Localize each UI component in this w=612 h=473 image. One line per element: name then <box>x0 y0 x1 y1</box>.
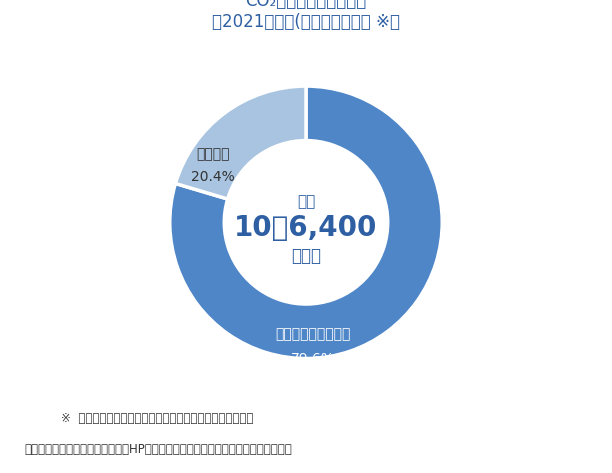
Text: 10億6,400: 10億6,400 <box>234 214 378 242</box>
Text: 20.4%: 20.4% <box>192 170 235 184</box>
Text: 万トン: 万トン <box>291 247 321 265</box>
Text: 79.6%: 79.6% <box>291 351 335 366</box>
Wedge shape <box>170 86 442 359</box>
Wedge shape <box>176 86 306 199</box>
Text: ※  発電や熱の生産に伴う排出量を、消費者に按分した値。: ※ 発電や熱の生産に伴う排出量を、消費者に按分した値。 <box>61 412 253 425</box>
Text: 企業・公共部門関連: 企業・公共部門関連 <box>275 327 351 341</box>
Title: CO₂排出量の部門別内訳
（2021年度）(電気・熱配分後 ※）: CO₂排出量の部門別内訳 （2021年度）(電気・熱配分後 ※） <box>212 0 400 31</box>
Text: 合計: 合計 <box>297 194 315 210</box>
Text: 出所：環境省、国立環境研究所のHPをもとにりそなアセットマネジメントが作成。: 出所：環境省、国立環境研究所のHPをもとにりそなアセットマネジメントが作成。 <box>24 443 293 456</box>
Text: 家計関連: 家計関連 <box>196 147 230 161</box>
